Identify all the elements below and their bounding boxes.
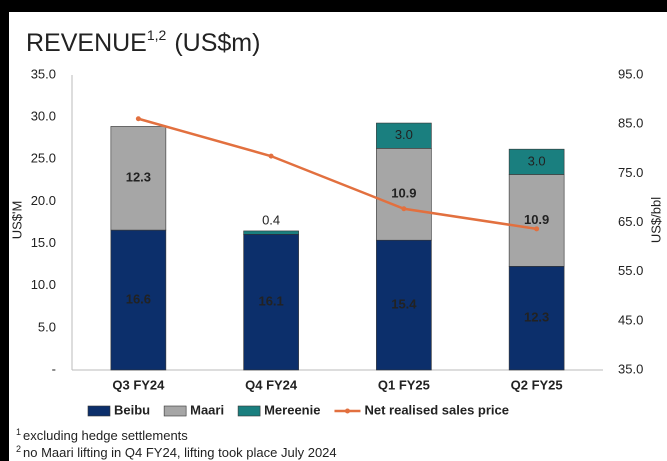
legend-swatch — [163, 405, 187, 417]
legend-swatch — [87, 405, 111, 417]
bar-segment — [508, 266, 565, 371]
x-tick-label: Q4 FY24 — [245, 377, 298, 392]
data-label: 10.9 — [524, 212, 549, 227]
legend-item: Mereenie — [237, 402, 320, 417]
y-axis-label: US$'M — [9, 201, 24, 240]
y2-tick-label: 95.0 — [618, 66, 643, 81]
data-label: 15.4 — [391, 297, 417, 312]
legend-item: Beibu — [87, 402, 150, 417]
footnote-text: no Maari lifting in Q4 FY24, lifting too… — [23, 445, 337, 460]
legend-item: Net realised sales price — [334, 402, 509, 417]
y-tick-label: 25.0 — [31, 151, 56, 166]
x-tick-label: Q3 FY24 — [112, 377, 165, 392]
y2-tick-label: 75.0 — [618, 165, 643, 180]
y2-tick-label: 45.0 — [618, 312, 643, 327]
data-label: 16.1 — [258, 294, 283, 309]
legend-item: Maari — [163, 402, 224, 417]
bar-segment — [110, 229, 167, 371]
y2-tick-label: 55.0 — [618, 263, 643, 278]
chart-title: REVENUE1,2 (US$m) — [26, 27, 260, 57]
bar-segment — [243, 230, 299, 235]
y-tick-label: 10.0 — [31, 277, 56, 292]
price-point — [268, 153, 274, 159]
price-line — [138, 117, 537, 231]
price-point — [401, 206, 407, 212]
bar-segment — [508, 148, 565, 175]
data-label: 10.9 — [391, 186, 416, 201]
price-point — [135, 116, 141, 122]
y-tick-label: 30.0 — [31, 109, 56, 124]
y2-axis-label: US$/bbl — [648, 197, 663, 243]
y2-tick-label: 35.0 — [618, 361, 643, 376]
y-tick-label: 20.0 — [31, 193, 56, 208]
legend-label: Maari — [190, 402, 224, 417]
data-label: 3.0 — [395, 127, 413, 142]
data-label: 12.3 — [524, 310, 549, 325]
legend-swatch — [237, 405, 261, 417]
legend-label: Net realised sales price — [364, 402, 509, 417]
price-point — [534, 226, 540, 232]
y-tick-label: 15.0 — [31, 235, 56, 250]
legend-label: Beibu — [114, 402, 150, 417]
data-label: 16.6 — [126, 291, 151, 306]
y-tick-label: 5.0 — [38, 319, 56, 334]
legend-swatch-dot — [344, 408, 350, 414]
bar-segment — [376, 239, 432, 371]
footnote-marker: 2 — [16, 444, 21, 454]
frame-left — [0, 0, 9, 461]
y-tick-label: - — [52, 361, 56, 376]
footnote-marker: 1 — [16, 427, 21, 437]
bar-segment — [376, 148, 432, 241]
x-tick-label: Q1 FY25 — [378, 377, 430, 392]
bar-segment — [376, 122, 432, 149]
bar-segment — [110, 126, 167, 231]
data-label: 0.4 — [262, 212, 280, 227]
frame-top — [0, 0, 667, 12]
data-label: 3.0 — [528, 153, 546, 168]
y2-tick-label: 85.0 — [618, 116, 643, 131]
y-tick-label: 35.0 — [31, 66, 56, 81]
footnote-text: excluding hedge settlements — [23, 428, 188, 443]
legend-label: Mereenie — [264, 402, 320, 417]
x-tick-label: Q2 FY25 — [511, 377, 563, 392]
data-label: 12.3 — [126, 170, 151, 185]
footnote: 1 excluding hedge settlements — [16, 427, 188, 443]
y2-tick-label: 65.0 — [618, 214, 643, 229]
bar-segment — [508, 174, 565, 267]
footnote: 2 no Maari lifting in Q4 FY24, lifting to… — [16, 444, 337, 460]
